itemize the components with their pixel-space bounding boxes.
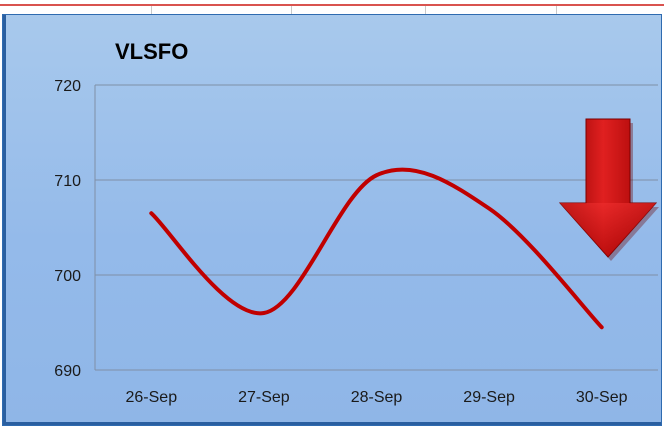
- y-tick-label: 700: [54, 268, 81, 285]
- top-border-strip: [0, 0, 664, 16]
- top-tick: [291, 6, 292, 14]
- x-tick-label: 29-Sep: [463, 389, 515, 406]
- series-line: [149, 167, 604, 330]
- y-tick-label: 720: [54, 78, 81, 95]
- line-chart: 690 700 710 720 26-Sep 27-Sep 28-Sep 29-Sep 30-…: [54, 39, 659, 406]
- x-tick-label: 30-Sep: [576, 389, 628, 406]
- y-tick-label: 710: [54, 173, 81, 190]
- y-tick-labels: 690 700 710 720: [54, 78, 81, 380]
- x-tick-label: 26-Sep: [126, 389, 178, 406]
- y-tick-label: 690: [54, 363, 81, 380]
- down-arrow-icon: [558, 118, 659, 261]
- x-tick-label: 27-Sep: [238, 389, 290, 406]
- x-tick-labels: 26-Sep 27-Sep 28-Sep 29-Sep 30-Sep: [126, 389, 628, 406]
- top-tick: [151, 6, 152, 14]
- top-red-rule: [0, 4, 664, 6]
- chart-title: VLSFO: [115, 39, 188, 64]
- chart-area: 690 700 710 720 26-Sep 27-Sep 28-Sep 29-Sep 30-…: [2, 14, 662, 426]
- top-tick: [556, 6, 557, 14]
- series-layer: [149, 167, 604, 330]
- x-tick-label: 28-Sep: [351, 389, 403, 406]
- gridlines: [95, 84, 658, 371]
- top-tick: [425, 6, 426, 14]
